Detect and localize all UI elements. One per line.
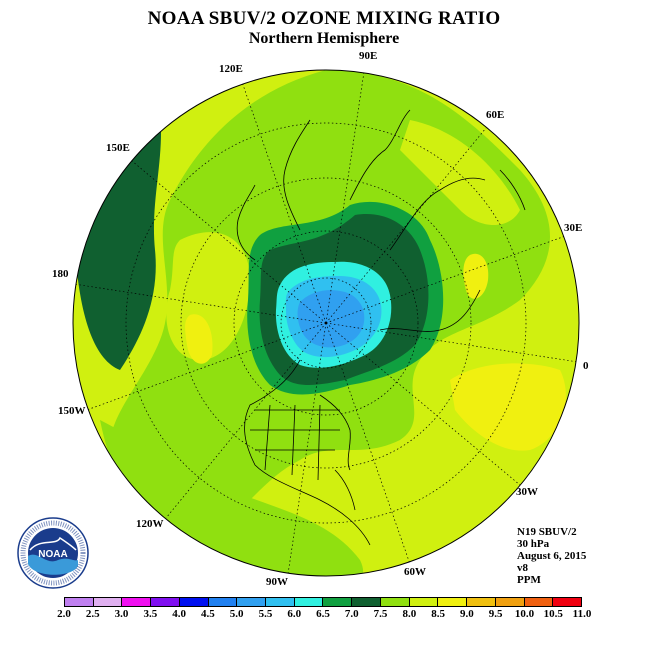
date-text: August 6, 2015 [517,550,587,562]
colorbar-segment [122,598,152,606]
pressure-text: 30 hPa [517,538,550,550]
lon-label-150w: 150W [58,405,86,417]
map-subtitle: Northern Hemisphere [248,30,400,47]
colorbar-tick-label: 4.0 [172,608,186,620]
colorbar-segment [208,598,238,606]
colorbar-tick-label: 7.5 [373,608,388,620]
noaa-logo: NOAA [17,517,89,589]
colorbar-ticks: 2.0 2.5 3.0 3.5 4.0 4.5 5.0 5.5 6.0 6.5 7.0 7.5 8.0 8… [57,608,591,622]
latitude-circles [125,122,527,524]
colorbar-tick-label: 5.5 [258,608,273,620]
colorbar-segment [524,598,554,606]
colorbar-tick-label: 3.0 [114,608,129,620]
colorbar-tick-label: 9.5 [488,608,503,620]
meridian-lines [73,71,579,575]
lon-label-120w: 120W [136,518,164,530]
product-info: N19 SBUV/2 30 hPa August 6, 2015 v8 PPM [517,526,586,586]
colorbar-segment [93,598,123,606]
colorbar-segment [179,598,209,606]
colorbar-segment [266,598,295,606]
lon-label-90e: 90E [359,50,378,62]
colorbar-tick-label: 8.0 [402,608,417,620]
colorbar-segment [352,598,381,606]
colorbar-segment [294,598,324,606]
colorbar-segment [65,598,94,606]
map-title: NOAA SBUV/2 OZONE MIXING RATIO [147,8,501,29]
colorbar-tick-label: 7.0 [344,608,359,620]
contour-7-5-lower [100,420,363,576]
lon-label-30w: 30W [516,486,538,498]
colorbar-segment [495,598,525,606]
colorbar-tick-label: 8.5 [431,608,445,620]
colorbar-segment [237,598,267,606]
version-text: v8 [517,562,528,574]
coastlines [236,109,526,546]
colorbar-tick-label: 5.0 [229,608,244,620]
colorbar-segment [151,598,180,606]
colorbar-segment [409,598,439,606]
lon-label-60e: 60E [486,109,505,121]
colorbar-tick-label: 2.5 [85,608,100,620]
colorbar-segment [467,598,496,606]
lon-label-30e: 30E [564,222,583,234]
contour-6-0-west-edge [75,110,162,370]
colorbar-tick-label: 11.0 [572,608,592,620]
colorbar-tick-label: 3.5 [143,608,158,620]
units-text: PPM [517,574,541,586]
colorbar-segment [380,598,410,606]
colorbar-segment [323,598,353,606]
colorbar-tick-label: 9.0 [460,608,474,620]
contour-4-5-region [297,290,365,348]
lon-label-120e: 120E [219,63,243,75]
map-boundary [72,69,580,577]
lon-label-60w: 60W [404,566,426,578]
contour-8-0-patch-b [400,120,520,225]
colorbar-tick-label: 10.5 [543,608,563,620]
lon-label-0: 0 [583,360,589,372]
colorbar-tick-label: 6.0 [287,608,302,620]
svg-text:NOAA: NOAA [38,549,67,560]
colorbar-tick-label: 10.0 [514,608,535,620]
instrument-text: N19 SBUV/2 [517,526,577,538]
colorbar-segment [553,598,581,606]
lon-label-180: 180 [52,268,69,280]
colorbar [64,597,582,607]
contour-8-5-patch-east [450,363,566,451]
contour-8-5-patch-w [185,314,213,364]
lon-label-150e: 150E [106,142,130,154]
contour-8-5-patch-ne [463,253,489,299]
colorbar-segment [438,598,468,606]
colorbar-tick-label: 2.0 [57,608,71,620]
colorbar-tick-label: 4.5 [201,608,215,620]
colorbar-tick-label: 6.5 [316,608,330,620]
lon-label-90w: 90W [266,576,288,588]
